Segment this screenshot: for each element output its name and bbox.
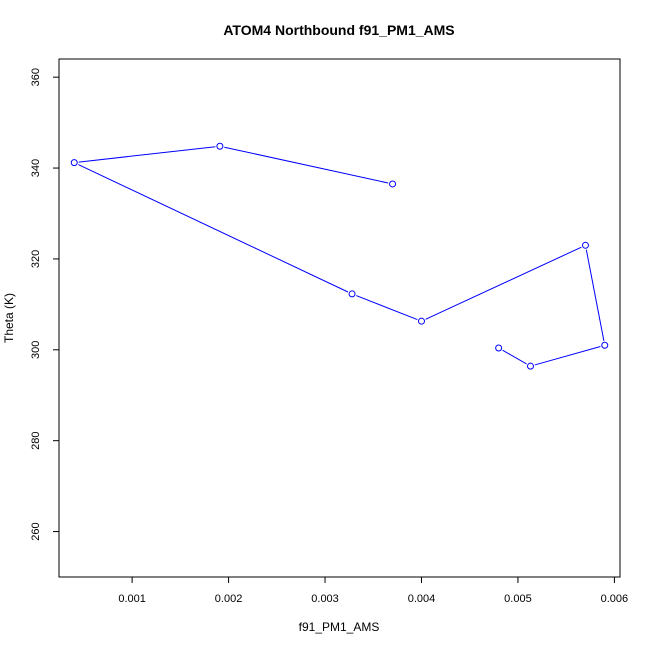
series-line-segment <box>534 346 601 366</box>
x-axis: 0.001 0.002 0.003 0.004 0.005 0.006 <box>118 576 629 605</box>
data-point <box>417 317 425 325</box>
y-tick-label: 300 <box>30 341 42 359</box>
series-line-segment <box>502 349 527 365</box>
data-point <box>581 241 589 249</box>
series-line-segment <box>78 146 216 163</box>
y-axis-label: Theta (K) <box>2 293 16 343</box>
y-tick-label: 260 <box>30 522 42 540</box>
data-point <box>348 290 356 298</box>
series-line-segment <box>585 249 605 341</box>
y-tick-label: 340 <box>30 159 42 177</box>
y-axis: 260 280 300 320 340 360 <box>30 68 60 541</box>
data-point <box>70 159 78 167</box>
x-tick-label: 0.004 <box>408 593 436 605</box>
x-tick-label: 0.006 <box>601 593 629 605</box>
x-tick-label: 0.003 <box>311 593 339 605</box>
x-tick-label: 0.002 <box>215 593 243 605</box>
series-line-segment <box>224 146 389 184</box>
chart-title: ATOM4 Northbound f91_PM1_AMS <box>223 22 454 38</box>
y-tick-label: 280 <box>30 432 42 450</box>
data-point <box>216 142 224 150</box>
x-tick-label: 0.001 <box>118 593 146 605</box>
x-axis-label: f91_PM1_AMS <box>299 620 380 634</box>
y-tick-label: 320 <box>30 250 42 268</box>
y-tick-label: 360 <box>30 68 42 86</box>
series-line-segment <box>425 246 582 320</box>
series-line-segment <box>78 164 349 293</box>
data-point <box>495 344 503 352</box>
data-point <box>526 362 534 370</box>
series-line-segment <box>356 295 418 321</box>
data-point <box>601 341 609 349</box>
x-tick-label: 0.005 <box>504 593 532 605</box>
plot-frame <box>58 58 621 578</box>
data-point <box>389 180 397 188</box>
series-group <box>70 142 609 370</box>
